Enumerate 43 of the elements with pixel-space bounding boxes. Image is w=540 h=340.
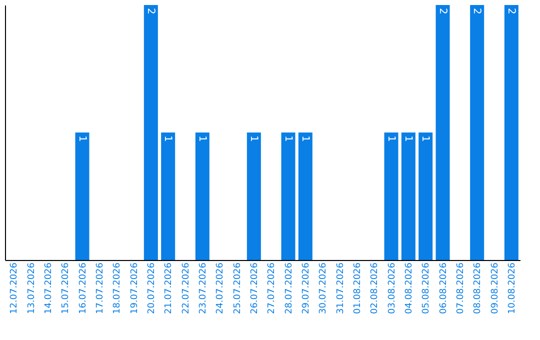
data-label: 2 [505, 8, 516, 14]
x-tick-label: 30.07.2026 [318, 262, 329, 314]
data-label: 1 [402, 136, 414, 142]
data-label: 2 [436, 8, 448, 14]
data-label: 2 [471, 8, 482, 14]
x-tick-label: 03.08.2026 [387, 262, 398, 314]
x-tick-label: 24.07.2026 [216, 262, 226, 314]
data-label: 1 [248, 136, 259, 142]
x-tick-label: 02.08.2026 [370, 262, 380, 314]
x-tick-label: 20.07.2026 [146, 262, 157, 314]
data-label: 1 [420, 136, 431, 142]
x-tick-label: 12.07.2026 [10, 262, 20, 314]
data-label: 1 [282, 136, 294, 142]
x-tick-label: 01.08.2026 [352, 262, 363, 314]
x-tick-label: 18.07.2026 [112, 262, 123, 314]
x-tick-label: 04.08.2026 [404, 262, 414, 314]
x-tick-label: 15.07.2026 [61, 262, 72, 314]
data-label: 2 [144, 8, 156, 14]
data-label: 1 [196, 136, 208, 142]
x-tick-label: 31.07.2026 [336, 262, 346, 314]
x-tick-label: 05.08.2026 [422, 262, 432, 314]
x-tick-label: 08.08.2026 [473, 262, 484, 314]
data-label: 1 [162, 136, 174, 142]
x-tick-label: 10.08.2026 [507, 262, 518, 314]
x-tick-label: 17.07.2026 [95, 262, 106, 314]
x-tick-label: 25.07.2026 [232, 262, 243, 314]
x-tick-label: 23.07.2026 [198, 262, 208, 314]
x-tick-label: 29.07.2026 [301, 262, 312, 314]
data-label: 1 [385, 136, 396, 142]
x-tick-label: 22.07.2026 [181, 262, 192, 314]
x-tick-label: 07.08.2026 [456, 262, 466, 314]
x-tick-label: 09.08.2026 [490, 262, 500, 314]
x-tick-label: 28.07.2026 [284, 262, 294, 314]
x-tick-label: 27.07.2026 [267, 262, 278, 314]
x-tick-label: 06.08.2026 [438, 262, 449, 314]
data-label: 1 [299, 136, 310, 142]
x-tick-label: 13.07.2026 [26, 262, 37, 314]
x-tick-label: 21.07.2026 [164, 262, 174, 314]
x-tick-label: 16.07.2026 [78, 262, 88, 314]
x-tick-label: 14.07.2026 [44, 262, 54, 314]
x-tick-label: 19.07.2026 [130, 262, 140, 314]
data-label: 1 [76, 136, 88, 142]
x-tick-label: 26.07.2026 [250, 262, 260, 314]
